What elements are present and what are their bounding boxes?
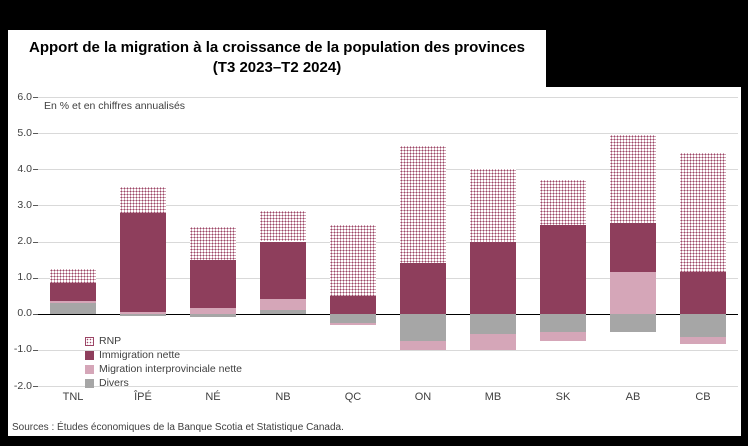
y-tick-mark [33, 169, 38, 171]
y-tick-label: 2.0 [17, 235, 32, 247]
x-category-label: ÎPÉ [134, 391, 152, 403]
bar-segment-rnp [610, 134, 656, 224]
gridline [38, 241, 738, 243]
x-category-label: AB [625, 391, 641, 403]
chart-title-box: Apport de la migration à la croissance d… [8, 30, 546, 87]
x-category-label: TNL [62, 391, 84, 403]
bar-segment-divers [190, 313, 236, 318]
bar-segment-rnp [540, 180, 586, 226]
bar-segment-rnp [400, 145, 446, 264]
y-tick-mark [33, 133, 38, 135]
bar-segment-interprovinciale [470, 333, 516, 350]
bar-segment-interprovinciale [120, 311, 166, 314]
x-category-label: SK [555, 391, 571, 403]
bar-segment-interprovinciale [50, 301, 96, 303]
bar-segment-rnp [260, 210, 306, 242]
legend-label: Divers [99, 377, 129, 389]
bar-segment-divers [470, 313, 516, 334]
legend: RNP Immigration nette Migration interpro… [85, 334, 242, 390]
y-tick-label: -2.0 [13, 379, 32, 392]
gridline [38, 133, 738, 135]
bar-segment-interprovinciale [190, 308, 236, 314]
x-category-label: QC [344, 391, 362, 403]
bar-segment-divers [50, 302, 96, 314]
y-tick-mark [33, 97, 38, 98]
bar-segment-immigration [120, 212, 166, 312]
bar-segment-interprovinciale [540, 331, 586, 341]
divers-swatch-icon [85, 378, 94, 388]
bar-segment-interprovinciale [610, 272, 656, 314]
source-note: Sources : Études économiques de la Banqu… [12, 422, 344, 433]
bar-segment-immigration [50, 283, 96, 302]
migration-interprovinciale-swatch-icon [85, 364, 94, 374]
y-tick-mark [33, 349, 38, 351]
chart-area: En % et en chiffres annualisés RNP Immig… [8, 87, 741, 436]
bar-segment-immigration [470, 241, 516, 314]
bar-segment-rnp [50, 268, 96, 284]
legend-label: RNP [99, 335, 122, 347]
y-tick-label: 3.0 [17, 198, 32, 211]
bar-segment-immigration [330, 295, 376, 314]
y-tick-mark [33, 205, 38, 207]
y-tick-mark [33, 313, 38, 315]
gridline [38, 349, 738, 351]
gridline [38, 97, 738, 98]
bar-segment-interprovinciale [680, 337, 726, 345]
gridline [38, 169, 738, 171]
bar-segment-rnp [470, 169, 516, 242]
x-category-label: NÉ [205, 391, 221, 403]
legend-item-rnp: RNP [85, 334, 242, 348]
bar-segment-interprovinciale [400, 340, 446, 350]
legend-item-immigration-nette: Immigration nette [85, 348, 242, 362]
bar-segment-divers [120, 313, 166, 316]
legend-label: Migration interprovinciale nette [99, 363, 242, 375]
gridline [38, 386, 738, 387]
bar-segment-rnp [330, 225, 376, 296]
bar-segment-divers [400, 313, 446, 341]
gridline [38, 205, 738, 207]
axis-units-note: En % et en chiffres annualisés [44, 100, 186, 112]
bar-segment-interprovinciale [260, 299, 306, 311]
y-tick-label: 6.0 [17, 90, 32, 103]
bar-segment-rnp [190, 227, 236, 260]
bar-segment-rnp [120, 187, 166, 213]
chart-title: Apport de la migration à la croissance d… [29, 39, 525, 56]
x-category-label: ON [414, 391, 432, 403]
bar-segment-immigration [190, 259, 236, 309]
y-tick-label: 5.0 [17, 126, 32, 139]
legend-item-migration-interprovinciale: Migration interprovinciale nette [85, 362, 242, 376]
y-tick-label: 1.0 [17, 271, 32, 284]
legend-item-divers: Divers [85, 376, 242, 390]
bar-segment-immigration [400, 263, 446, 314]
bar-segment-divers [680, 313, 726, 338]
bar-segment-immigration [260, 241, 306, 300]
x-category-label: NB [275, 391, 291, 403]
y-tick-label: 4.0 [17, 162, 32, 175]
y-tick-mark [33, 386, 38, 387]
y-tick-label: -1.0 [13, 343, 32, 356]
gridline [38, 277, 738, 279]
bar-segment-divers [330, 313, 376, 323]
bar-segment-immigration [680, 272, 726, 314]
legend-label: Immigration nette [99, 349, 181, 361]
y-tick-mark [33, 241, 38, 243]
bar-segment-divers [260, 310, 306, 314]
bar-segment-interprovinciale [330, 322, 376, 325]
bar-segment-immigration [610, 223, 656, 273]
bar-segment-divers [610, 313, 656, 332]
zero-axis-line [38, 313, 738, 315]
bar-segment-immigration [540, 225, 586, 314]
x-category-label: CB [695, 391, 711, 403]
y-tick-mark [33, 277, 38, 279]
x-category-label: MB [484, 391, 502, 403]
y-tick-label: 0.0 [17, 307, 32, 320]
chart-subtitle: (T3 2023–T2 2024) [212, 59, 342, 77]
bar-segment-divers [540, 313, 586, 332]
immigration-nette-swatch-icon [85, 350, 94, 360]
bar-segment-rnp [680, 153, 726, 273]
rnp-swatch-icon [85, 336, 94, 346]
